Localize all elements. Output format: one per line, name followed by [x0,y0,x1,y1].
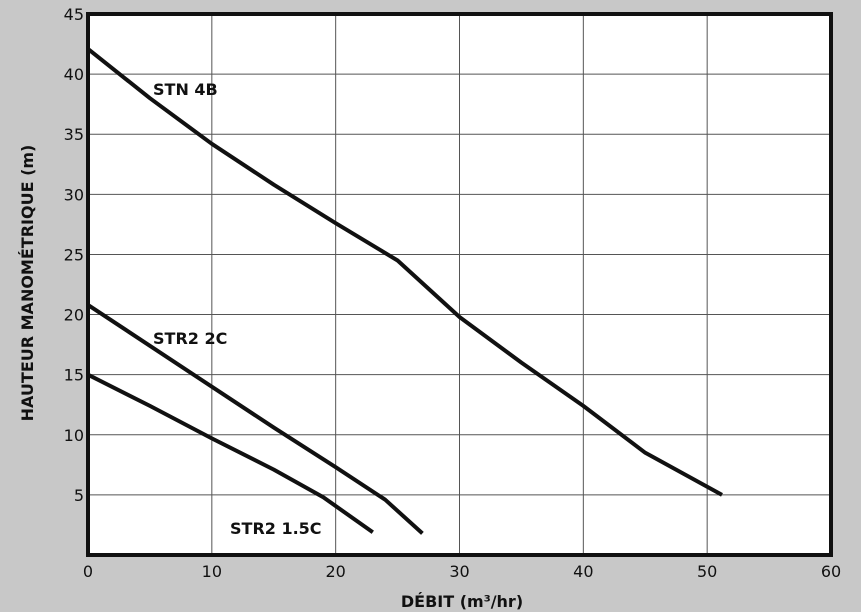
series-line-str2-1-5c [87,372,374,534]
x-tick-label: 50 [697,562,717,581]
y-tick-label: 10 [64,426,84,445]
series-label-str2-1-5c: STR2 1.5C [230,519,322,538]
x-axis-title: DÉBIT (m³/hr) [401,592,523,611]
x-tick-label: 0 [83,562,93,581]
y-tick-label: 15 [64,366,84,385]
x-tick-label: 60 [821,562,841,581]
y-tick-label: 40 [64,65,84,84]
series-line-str2-2c [86,303,424,535]
x-tick-label: 10 [202,562,222,581]
plot-frame [86,12,833,557]
x-tick-label: 20 [325,562,345,581]
grid-lines [88,14,831,555]
y-tick-label: 25 [64,245,84,264]
y-tick-label: 5 [74,486,84,505]
series-line-stn-4b [86,47,723,497]
y-tick-label: 45 [64,5,84,24]
y-tick-label: 20 [64,306,84,325]
series-labels: STN 4B STR2 2C STR2 1.5C [153,80,322,538]
y-tick-labels: 5 10 15 20 25 30 35 40 45 [64,5,84,505]
y-tick-label: 30 [64,185,84,204]
series-label-str2-2c: STR2 2C [153,329,227,348]
y-axis-title: HAUTEUR MANOMÉTRIQUE (m) [18,145,37,422]
y-tick-label: 35 [64,125,84,144]
x-tick-label: 40 [573,562,593,581]
series-label-stn-4b: STN 4B [153,80,218,99]
x-tick-label: 30 [449,562,469,581]
series-lines [86,47,723,535]
x-tick-labels: 0 10 20 30 40 50 60 [83,562,841,581]
